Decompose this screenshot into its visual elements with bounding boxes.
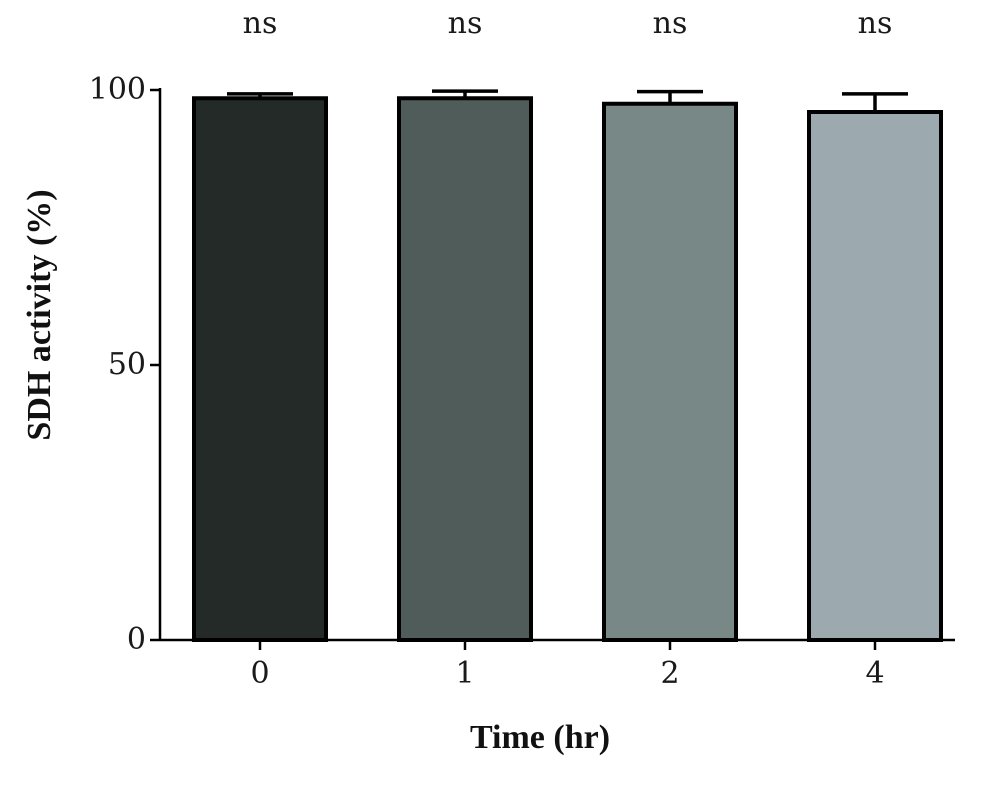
y-tick-label-100: 100 bbox=[89, 72, 146, 107]
error-bar-0 bbox=[227, 92, 293, 99]
x-tick-label-1: 1 bbox=[455, 656, 474, 691]
significance-label-2: ns bbox=[653, 6, 688, 41]
x-tick-label-0: 0 bbox=[250, 656, 269, 691]
error-bars-group bbox=[227, 89, 908, 112]
x-axis-title: Time (hr) bbox=[470, 719, 610, 756]
x-tick-label-4: 4 bbox=[865, 656, 884, 691]
y-axis-title: SDH activity (%) bbox=[21, 189, 58, 440]
significance-label-4: ns bbox=[858, 6, 893, 41]
annotations-group: ns ns ns ns bbox=[243, 6, 893, 41]
y-tick-label-50: 50 bbox=[108, 347, 146, 382]
significance-label-0: ns bbox=[243, 6, 278, 41]
y-axis: 0 50 100 bbox=[89, 72, 162, 657]
bar-2 bbox=[602, 101, 738, 642]
bar-4 bbox=[807, 110, 943, 642]
x-axis: 0 1 2 4 bbox=[160, 638, 955, 691]
significance-label-1: ns bbox=[448, 6, 483, 41]
error-bar-4 bbox=[842, 92, 908, 112]
bar-0 bbox=[192, 96, 328, 642]
error-bar-1 bbox=[432, 89, 498, 99]
error-bar-2 bbox=[637, 89, 703, 104]
bar-1 bbox=[397, 96, 533, 642]
y-tick-label-0: 0 bbox=[127, 622, 146, 657]
x-tick-label-2: 2 bbox=[660, 656, 679, 691]
bars-group bbox=[192, 96, 943, 642]
